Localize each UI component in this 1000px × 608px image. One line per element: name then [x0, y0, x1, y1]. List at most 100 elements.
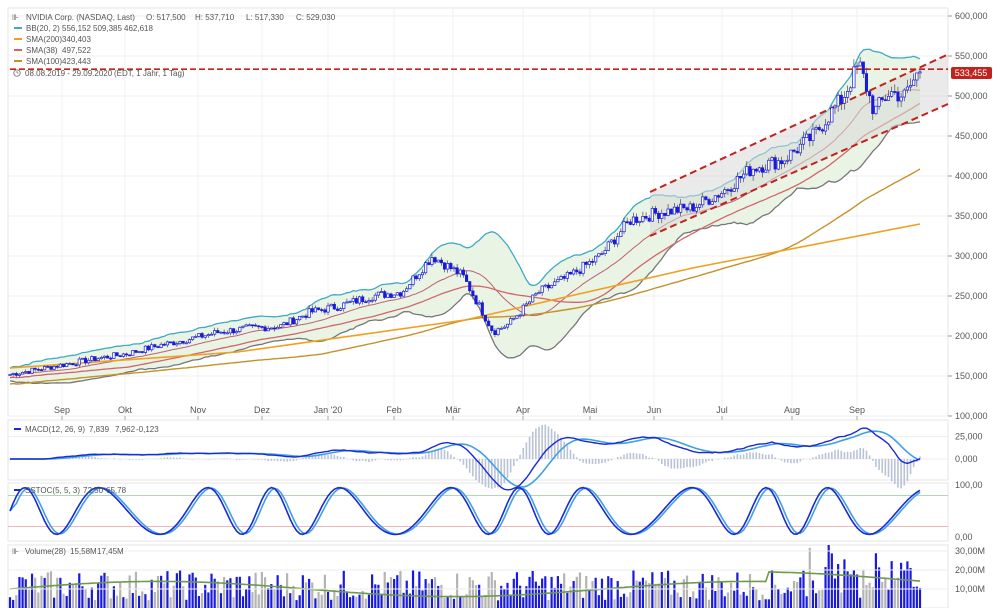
volume-bar	[462, 597, 465, 608]
candle	[905, 86, 909, 91]
volume-bar	[739, 594, 742, 608]
volume-bar	[689, 597, 692, 608]
macd-histogram-bar	[311, 454, 314, 459]
volume-bar	[289, 593, 292, 608]
macd-histogram-bar	[626, 453, 628, 459]
candle	[754, 168, 758, 172]
sstoc-k-value: 72,50	[83, 486, 104, 495]
volume-bar	[330, 599, 333, 608]
macd-histogram-bar	[827, 452, 830, 459]
macd-histogram-bar	[399, 459, 402, 461]
macd-histogram-bar	[831, 451, 833, 459]
volume-bar	[223, 576, 226, 608]
candle	[102, 355, 107, 358]
volume-bar	[811, 580, 815, 608]
candle	[808, 133, 812, 142]
macd-histogram-bar	[160, 458, 162, 459]
macd-histogram-bar	[103, 458, 106, 459]
volume-bar	[147, 600, 150, 608]
candle	[21, 372, 25, 375]
volume-bar	[569, 586, 572, 608]
candle	[817, 127, 821, 131]
candle	[326, 305, 330, 313]
sma100-swatch	[14, 60, 22, 62]
volume-bar	[65, 595, 68, 608]
macd-histogram-bar	[894, 459, 896, 485]
volume-bar	[676, 592, 679, 608]
volume-bar	[106, 576, 109, 608]
volume-bar	[320, 594, 323, 608]
macd-histogram-bar	[182, 458, 184, 459]
macd-histogram-bar	[223, 458, 225, 459]
macd-histogram-bar	[207, 459, 210, 460]
volume-bar	[175, 573, 178, 608]
macd-histogram-bar	[553, 431, 556, 459]
macd-histogram-bar	[361, 459, 364, 461]
sstoc-legend: SSTOC(5, 5, 3) 72,50 65,78	[14, 486, 127, 495]
candle	[420, 272, 425, 276]
volume-bar	[30, 573, 34, 608]
candle	[449, 263, 453, 269]
macd-histogram-bar	[670, 459, 673, 469]
candle	[751, 168, 755, 177]
macd-histogram-bar	[878, 459, 880, 471]
volume-bar	[767, 599, 770, 608]
macd-signal-value: 7,962	[115, 425, 136, 434]
candle	[392, 294, 396, 298]
volume-bar	[884, 578, 887, 608]
volume-bar	[169, 597, 172, 608]
volume-bar	[276, 575, 279, 608]
volume-bar	[56, 577, 59, 608]
macd-histogram-bar	[465, 459, 468, 469]
volume-bar	[18, 576, 21, 608]
price-tick-label: 150,000	[955, 371, 988, 381]
month-label: Jan '20	[314, 405, 343, 415]
candle	[219, 331, 223, 334]
macd-histogram-bar	[342, 456, 345, 459]
volume-tick-label: 20,00M	[955, 565, 985, 575]
candle	[203, 335, 207, 338]
volume-bar	[761, 594, 764, 608]
candle	[631, 216, 636, 225]
volume-bar	[600, 578, 604, 608]
candle	[128, 354, 132, 357]
candle	[458, 269, 462, 275]
candle	[877, 97, 881, 107]
volume-bar	[219, 593, 223, 608]
candle	[301, 315, 305, 318]
macd-histogram-bar	[862, 448, 865, 459]
volume-bar	[314, 598, 317, 608]
volume-bar	[71, 584, 75, 608]
macd-histogram-bar	[434, 450, 436, 459]
macd-histogram-bar	[648, 457, 651, 459]
candle	[285, 322, 289, 326]
macd-histogram-bar	[371, 459, 373, 462]
candle	[792, 149, 796, 152]
candle	[474, 295, 478, 305]
macd-histogram-bar	[324, 454, 326, 459]
volume-bar	[213, 578, 216, 608]
period-detail: (EDT, 1 Jahr, 1 Tag)	[114, 69, 185, 78]
candle	[150, 344, 154, 351]
candle	[745, 166, 749, 175]
candle	[90, 356, 94, 361]
candle	[858, 61, 862, 67]
macd-histogram-bar	[519, 454, 521, 459]
volume-bar	[481, 596, 484, 608]
volume-bar	[729, 582, 733, 608]
period-range: 08.08.2019 - 29.09.2020	[25, 69, 113, 78]
macd-histogram-bar	[746, 452, 748, 459]
volume-bar	[814, 593, 818, 608]
macd-histogram-bar	[849, 452, 852, 459]
candle	[430, 257, 434, 265]
volume-bar	[103, 572, 106, 608]
macd-histogram-bar	[368, 459, 370, 463]
candle	[909, 85, 913, 88]
candle	[528, 301, 532, 305]
volume-bar	[774, 584, 777, 608]
candle	[871, 95, 875, 115]
sstoc-label: SSTOC(5, 5, 3)	[25, 486, 80, 495]
macd-histogram-bar	[75, 456, 77, 459]
macd-histogram-bar	[799, 459, 802, 462]
last-price-label: 533,455	[955, 68, 988, 78]
